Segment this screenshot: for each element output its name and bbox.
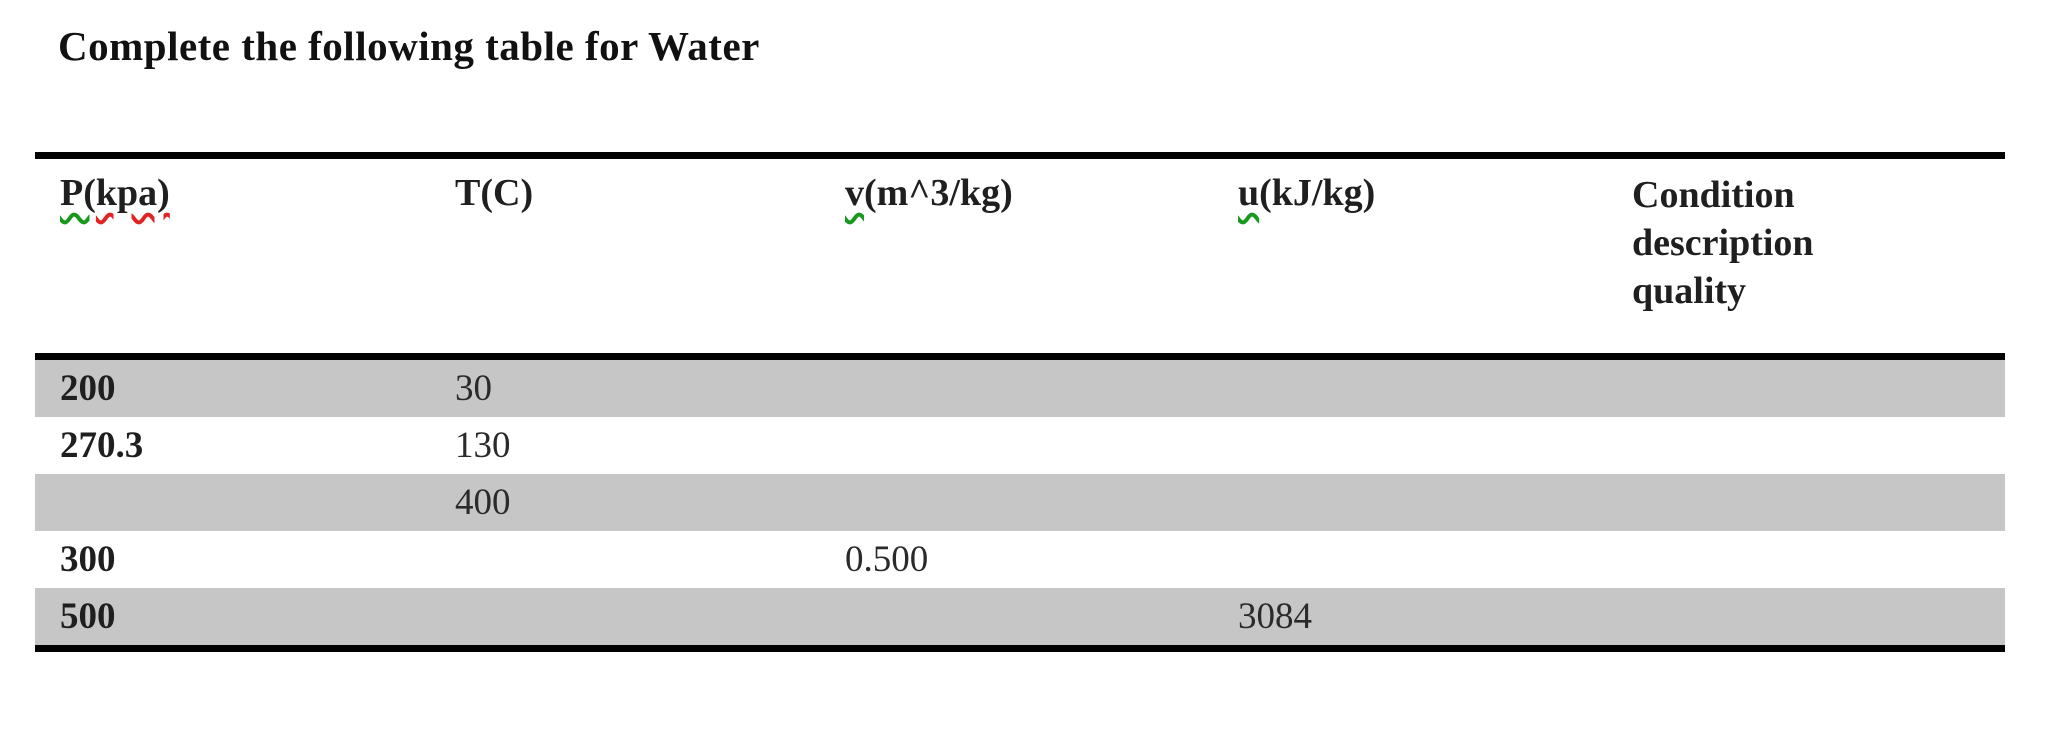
condition-header-line: quality [1632,270,1747,312]
pressure-cell: 300 [60,539,116,580]
specific-volume-cell: 0.500 [845,539,929,580]
temperature-cell [455,531,845,588]
pressure-cell: 270.3 [60,425,144,466]
spellcheck-squiggle-text: kpa) [95,172,170,214]
header-unit-text: (m^3/kg) [864,172,1013,214]
column-header-pressure: P(kpa) [35,156,455,357]
temperature-cell [455,588,845,649]
condition-header-line: description [1632,222,1814,264]
temperature-cell: 400 [455,482,511,523]
condition-cell [1632,417,2005,474]
internal-energy-cell [1238,474,1632,531]
table-row: 200 30 [35,356,2005,418]
internal-energy-cell [1238,531,1632,588]
internal-energy-cell: 3084 [1238,596,1312,637]
header-unit-text: (kJ/kg) [1259,172,1376,214]
specific-volume-cell [845,417,1238,474]
grammar-squiggle-text: P( [60,172,96,214]
internal-energy-cell [1238,417,1632,474]
water-properties-table: P(kpa) T(C) v(m^3/kg) u(kJ/kg) Condition… [35,152,2005,652]
condition-cell [1632,474,2005,531]
condition-cell [1632,531,2005,588]
column-header-specific-volume: v(m^3/kg) [845,156,1238,357]
table-row: 270.3 130 [35,417,2005,474]
internal-energy-cell [1238,357,1632,418]
pressure-cell [35,474,455,531]
table-row: 500 3084 [35,588,2005,649]
temperature-cell: 130 [455,425,511,466]
temperature-cell: 30 [455,368,492,409]
specific-volume-cell [845,357,1238,418]
grammar-squiggle-text: u [1238,172,1260,214]
specific-volume-cell [845,474,1238,531]
column-header-internal-energy: u(kJ/kg) [1238,156,1632,357]
condition-cell [1632,357,2005,418]
page-title: Complete the following table for Water [58,23,760,69]
table-row: 400 [35,474,2005,531]
condition-cell [1632,588,2005,649]
pressure-cell: 500 [60,596,116,637]
header-row: P(kpa) T(C) v(m^3/kg) u(kJ/kg) Condition… [35,156,2005,357]
condition-header-line: Condition [1632,174,1795,216]
grammar-squiggle-text: v [845,172,864,214]
table-row: 300 0.500 [35,531,2005,588]
pressure-cell: 200 [60,368,116,409]
specific-volume-cell [845,588,1238,649]
column-header-condition: Condition description quality [1632,156,2005,357]
column-header-temperature: T(C) [455,172,534,214]
